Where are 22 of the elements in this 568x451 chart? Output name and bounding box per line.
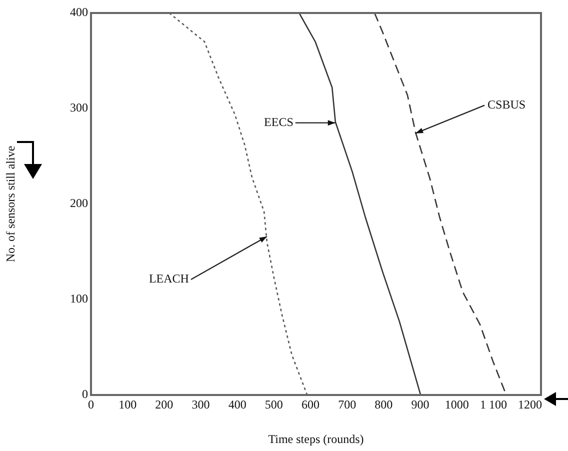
annotation: LEACH bbox=[148, 272, 190, 286]
y-tick-label: 0 bbox=[82, 387, 88, 402]
x-tick-label: 300 bbox=[192, 397, 210, 412]
x-tick-label: 1200 bbox=[518, 397, 542, 412]
annotation: EECS bbox=[264, 114, 294, 129]
y-axis-title: No. of sensors still alive bbox=[3, 146, 18, 262]
x-tick-label: 700 bbox=[338, 397, 356, 412]
annotation: CSBUS bbox=[488, 97, 526, 112]
x-tick-label: 400 bbox=[228, 397, 246, 412]
y-tick-label: 400 bbox=[70, 5, 88, 20]
x-axis-title: Time steps (rounds) bbox=[268, 432, 364, 446]
x-tick-label: 200 bbox=[155, 397, 174, 412]
y-tick-label: 300 bbox=[70, 100, 88, 115]
x-tick-label: 900 bbox=[411, 397, 430, 412]
y-tick-label: 100 bbox=[70, 292, 88, 306]
x-tick-label: 800 bbox=[374, 397, 393, 412]
x-tick-label: 600 bbox=[302, 397, 320, 412]
x-tick-label: 100 bbox=[118, 397, 137, 412]
x-tick-label: 1 100 bbox=[480, 397, 507, 412]
y-tick-label: 200 bbox=[70, 196, 88, 210]
x-tick-label: 500 bbox=[264, 397, 283, 412]
x-tick-label: 1000 bbox=[444, 397, 469, 412]
